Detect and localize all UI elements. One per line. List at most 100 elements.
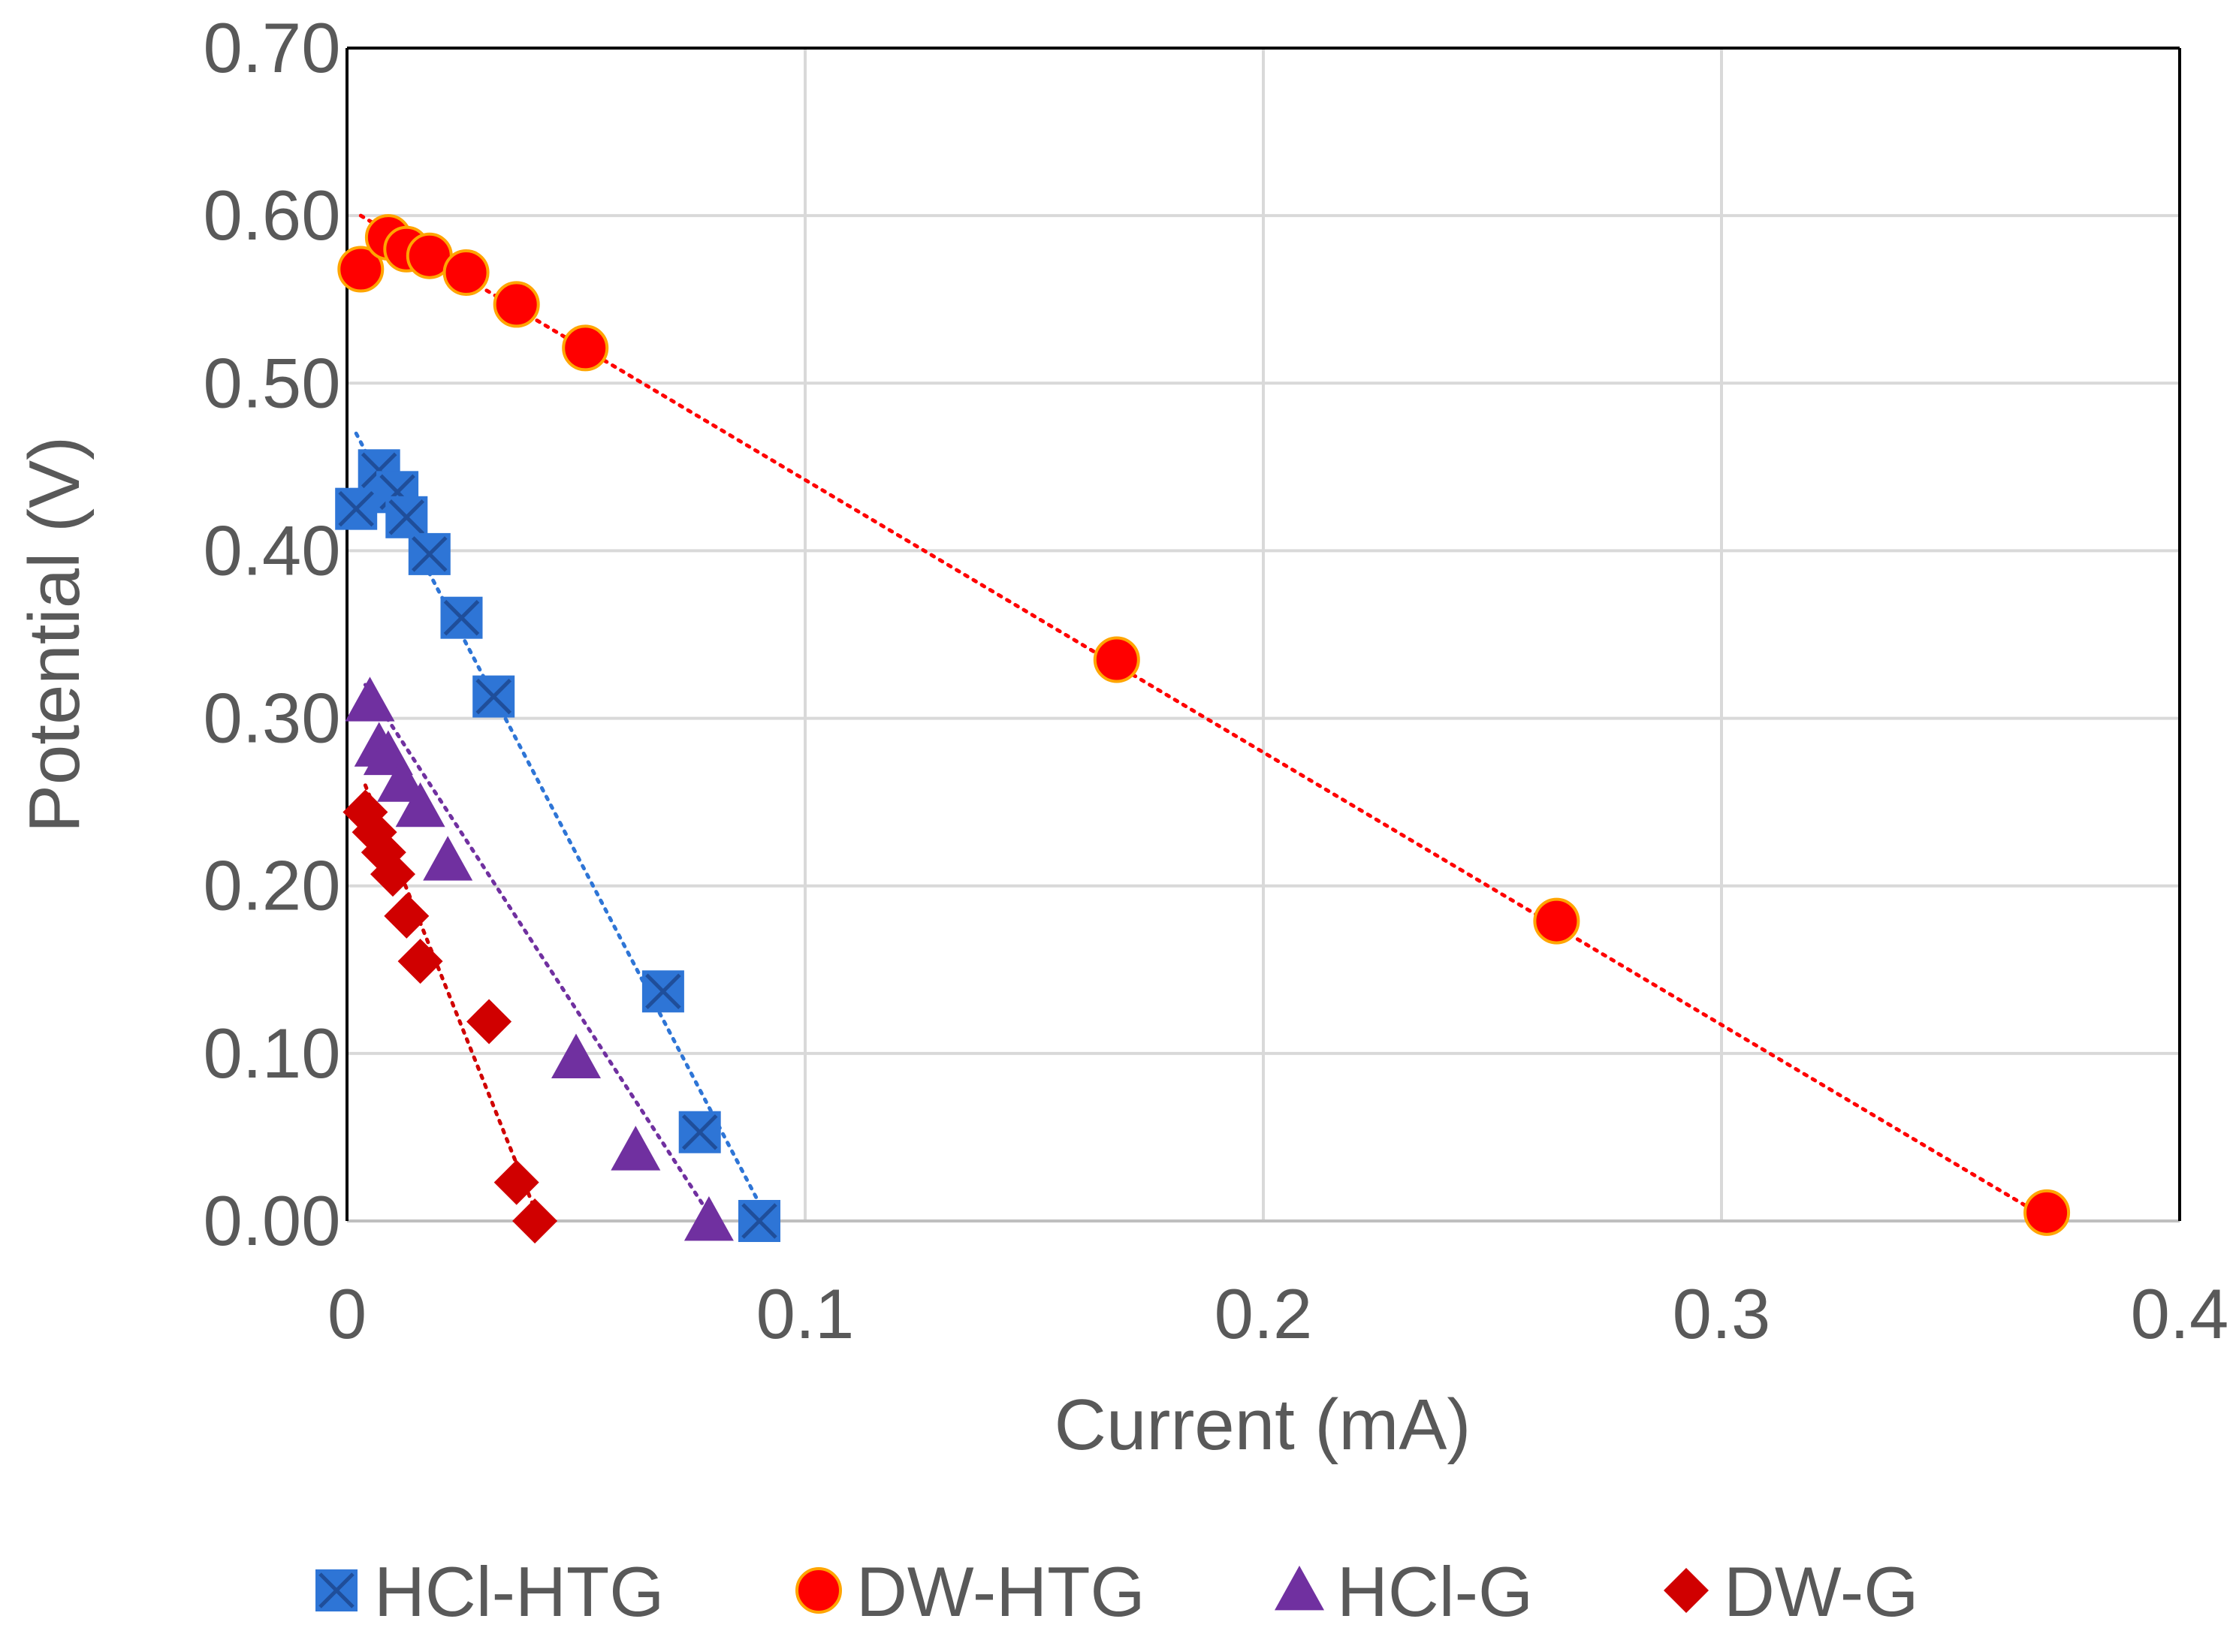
x-tick-label-1: 0.1 <box>756 1274 855 1353</box>
point-hcl-htg-7 <box>641 970 684 1013</box>
legend-marker-hcl-g <box>1275 1566 1324 1611</box>
point-hcl-htg-8 <box>678 1111 721 1153</box>
marker-triangle <box>611 1126 661 1171</box>
axes <box>346 47 2181 1222</box>
legend-label-dw-htg: DW-HTG <box>856 1552 1145 1631</box>
marker-diamond <box>466 999 512 1045</box>
point-dw-htg-0 <box>337 246 385 293</box>
data-points <box>335 214 2071 1244</box>
x-tick-label-4: 0.4 <box>2131 1274 2229 1353</box>
x-tick-label-0: 0 <box>327 1274 367 1353</box>
point-dw-g-4 <box>384 893 430 939</box>
y-tick-label-7: 0.70 <box>204 8 341 87</box>
legend-item-dw-g: DW-G <box>1664 1552 1918 1631</box>
point-hcl-htg-3 <box>385 496 428 538</box>
legend-item-hcl-g: HCl-G <box>1275 1552 1533 1631</box>
marker-diamond <box>397 939 443 984</box>
point-hcl-g-5 <box>423 836 473 881</box>
marker-diamond <box>384 893 430 939</box>
marker-cross-b <box>388 499 425 535</box>
marker-circle <box>1093 636 1140 683</box>
marker-cross-b <box>412 536 448 572</box>
tick-labels: 0.00 0.10 0.20 0.30 0.40 0.50 0.60 0.70 0 0.1 0.2 0… <box>204 8 2229 1353</box>
marker-circle <box>493 281 540 328</box>
marker-cross-b <box>741 1203 777 1239</box>
x-axis-label: Current (mA) <box>1055 1385 1471 1465</box>
marker-cross-b <box>681 1114 718 1150</box>
marker-triangle <box>395 782 445 828</box>
marker-diamond <box>493 1159 539 1205</box>
legend-marker-dw-g <box>1664 1568 1709 1613</box>
marker-cross-b <box>338 490 374 527</box>
point-hcl-htg-4 <box>408 532 451 575</box>
marker-cross-b <box>361 452 397 489</box>
y-axis-label: Potential (V) <box>14 436 95 833</box>
point-hcl-htg-6 <box>472 675 515 718</box>
y-tick-label-6: 0.60 <box>204 176 341 255</box>
point-dw-htg-6 <box>562 324 609 372</box>
point-dw-htg-7 <box>1093 636 1140 683</box>
point-hcl-g-3 <box>377 757 427 802</box>
marker-diamond <box>1664 1568 1709 1613</box>
y-tick-label-0: 0.00 <box>204 1181 341 1260</box>
marker-triangle <box>683 1196 734 1241</box>
point-hcl-htg-9 <box>738 1200 780 1242</box>
point-dw-g-3 <box>370 852 415 897</box>
point-dw-htg-9 <box>2023 1189 2071 1236</box>
y-tick-label-2: 0.20 <box>204 846 341 925</box>
marker-cross-b <box>443 599 480 636</box>
marker-circle <box>795 1567 842 1614</box>
marker-cross-b <box>318 1572 355 1608</box>
point-hcl-g-7 <box>611 1126 661 1171</box>
legend-label-hcl-htg: HCl-HTG <box>374 1552 664 1631</box>
marker-diamond <box>512 1198 558 1244</box>
point-hcl-htg-5 <box>440 596 483 639</box>
legend: HCl-HTG DW-HTG HCl-G DW-G <box>315 1552 1918 1631</box>
point-hcl-g-4 <box>395 782 445 828</box>
point-hcl-htg-0 <box>335 487 378 530</box>
legend-marker-hcl-htg <box>315 1569 358 1611</box>
x-tick-label-3: 0.3 <box>1673 1274 1771 1353</box>
marker-circle <box>562 324 609 372</box>
point-hcl-g-6 <box>551 1033 601 1078</box>
legend-item-hcl-htg: HCl-HTG <box>315 1552 664 1631</box>
point-dw-g-5 <box>397 939 443 984</box>
point-dw-g-6 <box>466 999 512 1045</box>
marker-circle <box>2023 1189 2071 1236</box>
trendline-dw-htg <box>358 213 2053 1223</box>
point-dw-htg-5 <box>493 281 540 328</box>
legend-label-hcl-g: HCl-G <box>1337 1552 1533 1631</box>
point-dw-htg-4 <box>442 249 490 297</box>
legend-label-dw-g: DW-G <box>1724 1552 1918 1631</box>
legend-marker-dw-htg <box>795 1567 842 1614</box>
point-hcl-g-8 <box>683 1196 734 1241</box>
point-dw-g-8 <box>512 1198 558 1244</box>
marker-diamond <box>370 852 415 897</box>
point-dw-g-0 <box>342 789 388 835</box>
marker-triangle <box>551 1033 601 1078</box>
marker-triangle <box>377 757 427 802</box>
y-tick-label-3: 0.30 <box>204 679 341 758</box>
marker-diamond <box>342 789 388 835</box>
marker-triangle <box>1275 1566 1324 1611</box>
point-hcl-g-0 <box>345 677 395 722</box>
marker-triangle <box>423 836 473 881</box>
y-tick-label-5: 0.50 <box>204 343 341 422</box>
marker-circle <box>337 246 385 293</box>
marker-circle <box>1533 897 1580 945</box>
y-tick-label-4: 0.40 <box>204 511 341 589</box>
point-dw-htg-8 <box>1533 897 1580 945</box>
marker-cross-b <box>645 973 681 1010</box>
x-tick-label-2: 0.2 <box>1215 1274 1313 1353</box>
axis-labels: Current (mA) Potential (V) <box>14 436 1471 1465</box>
trendline-hcl-g <box>363 683 716 1223</box>
marker-cross-b <box>475 678 511 715</box>
marker-triangle <box>345 677 395 722</box>
y-tick-label-1: 0.10 <box>204 1014 341 1093</box>
legend-item-dw-htg: DW-HTG <box>795 1552 1145 1631</box>
point-dw-g-7 <box>493 1159 539 1205</box>
marker-circle <box>442 249 490 297</box>
grid-lines <box>347 47 2181 1221</box>
